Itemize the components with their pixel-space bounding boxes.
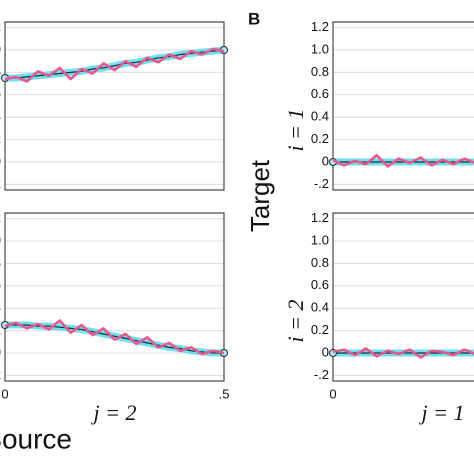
plot-frame xyxy=(332,212,474,382)
y-tick-label: 1.2 xyxy=(0,210,1,225)
y-tick-label: 0.8 xyxy=(0,64,1,79)
x-tick-label: .5 xyxy=(219,386,230,401)
y-tick-label: 0.2 xyxy=(0,322,1,337)
subplot: -.2 0 0.2 0.4 0.6 0.8 1.0 1.2 xyxy=(0,19,228,191)
y-tick-label: 0 xyxy=(322,153,329,168)
y-tick-label: 0.4 xyxy=(311,300,329,315)
series-line xyxy=(4,47,225,83)
y-tick-label: 0 xyxy=(322,344,329,359)
subplot: -.2 0 0.2 0.4 0.6 0.8 1.0 1.2 i = 1 xyxy=(283,19,474,191)
y-tick-label: 0.8 xyxy=(311,255,329,270)
series-line xyxy=(332,347,474,359)
y-tick-label: 1.0 xyxy=(311,41,329,56)
y-tick-label: 0.4 xyxy=(0,109,1,124)
y-tick-label: 0 xyxy=(0,153,1,168)
plot-frame xyxy=(332,21,474,191)
y-tick-label: 0.2 xyxy=(0,131,1,146)
panel-label: B xyxy=(248,9,260,28)
y-tick-label: 1.2 xyxy=(311,19,329,34)
y-tick-label: 0.2 xyxy=(311,322,329,337)
y-tick-label: 1.0 xyxy=(311,232,329,247)
y-tick-label: 0.8 xyxy=(311,64,329,79)
y-tick-label: 0.8 xyxy=(0,255,1,270)
y-tick-label: -.2 xyxy=(0,176,1,191)
y-tick-label: 0.4 xyxy=(311,109,329,124)
subplot: -.2 0 0.2 0.4 0.6 0.8 1.0 1.2 0 .5 j = 2 xyxy=(0,210,229,425)
row-label: Target xyxy=(245,159,275,232)
series-line xyxy=(332,154,474,168)
x-tick-label: 0 xyxy=(329,386,336,401)
y-tick-label: -.2 xyxy=(314,176,329,191)
y-tick-label: 0.6 xyxy=(311,86,329,101)
y-tick-label: -.2 xyxy=(0,367,1,382)
y-tick-label: 0.6 xyxy=(0,277,1,292)
subplot: -.200.20.40.60.81.01.20j = 1i = 2 xyxy=(283,210,474,425)
y-axis-label: i = 1 xyxy=(283,109,308,152)
y-tick-label: 0.6 xyxy=(311,277,329,292)
y-axis-label: i = 2 xyxy=(283,300,308,343)
y-tick-label: 1.0 xyxy=(0,232,1,247)
plot-frame xyxy=(4,212,225,382)
col-label: Source xyxy=(0,423,72,454)
y-tick-label: 1.2 xyxy=(0,19,1,34)
series-line xyxy=(4,319,225,356)
y-tick-label: 0.4 xyxy=(0,300,1,315)
y-tick-label: 1.0 xyxy=(0,41,1,56)
target-band xyxy=(5,46,225,82)
plot-frame xyxy=(4,21,225,191)
y-tick-label: 1.2 xyxy=(311,210,329,225)
x-axis-label: j = 1 xyxy=(419,400,465,425)
x-tick-label: 0 xyxy=(1,386,8,401)
y-tick-label: 0 xyxy=(0,344,1,359)
y-tick-label: 0.6 xyxy=(0,86,1,101)
y-tick-label: -.2 xyxy=(314,367,329,382)
x-axis-label: j = 2 xyxy=(91,400,137,425)
y-tick-label: 0.2 xyxy=(311,131,329,146)
